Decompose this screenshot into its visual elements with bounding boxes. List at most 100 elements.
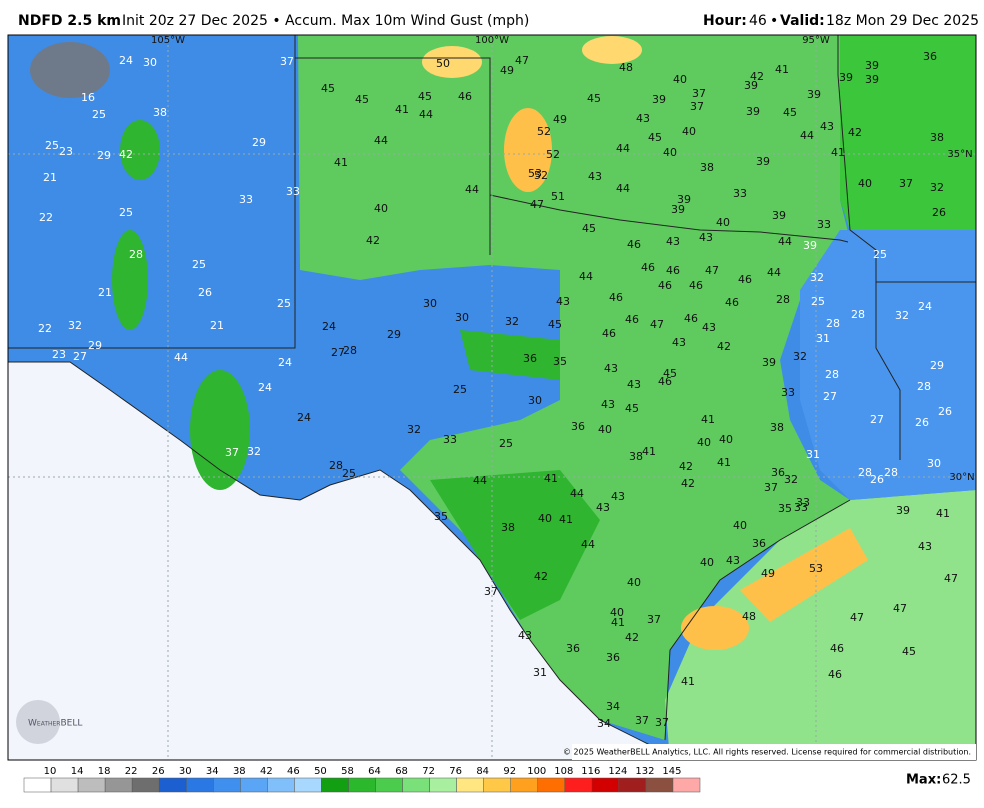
valid-label: Valid:	[780, 13, 825, 29]
station-value: 34	[606, 700, 620, 713]
station-value: 43	[699, 231, 713, 244]
title: NDFD 2.5 km	[18, 13, 121, 29]
colorbar-swatch	[456, 777, 484, 793]
colorbar-tick-label: 68	[395, 766, 408, 777]
station-value: 52	[546, 148, 560, 161]
station-value: 45	[648, 131, 662, 144]
east-blue	[800, 230, 976, 500]
station-value: 45	[418, 90, 432, 103]
station-value: 29	[252, 136, 266, 149]
northeast-green	[840, 35, 976, 230]
colorbar-tick-label: 72	[422, 766, 435, 777]
green-region	[298, 35, 850, 740]
station-value: 48	[742, 610, 756, 623]
separator: •	[770, 13, 778, 29]
map-frame	[7, 34, 977, 761]
station-value: 42	[534, 570, 548, 583]
station-value: 22	[39, 211, 53, 224]
station-value: 39	[896, 504, 910, 517]
station-value: 46	[602, 327, 616, 340]
station-value: 47	[515, 54, 529, 67]
station-value: 47	[650, 318, 664, 331]
station-value: 39	[671, 203, 685, 216]
state-border	[295, 57, 491, 255]
station-value: 47	[893, 602, 907, 615]
station-value: 28	[329, 459, 343, 472]
station-value: 45	[663, 367, 677, 380]
colorbar-tick-label: 116	[581, 766, 600, 777]
station-value: 37	[647, 613, 661, 626]
station-value: 38	[153, 106, 167, 119]
valid-value: 18z Mon 29 Dec 2025	[826, 13, 979, 29]
station-value: 41	[334, 156, 348, 169]
station-value: 32	[407, 423, 421, 436]
station-value: 35	[434, 510, 448, 523]
colorbar-tick-label: 124	[608, 766, 627, 777]
station-value: 21	[210, 319, 224, 332]
station-value: 41	[717, 456, 731, 469]
station-value: 47	[705, 264, 719, 277]
station-value: 45	[625, 402, 639, 415]
station-value: 40	[700, 556, 714, 569]
station-value: 40	[374, 202, 388, 215]
station-value: 28	[851, 308, 865, 321]
station-value: 41	[611, 616, 625, 629]
station-value: 44	[174, 351, 188, 364]
station-value: 43	[702, 321, 716, 334]
station-value: 37	[764, 481, 778, 494]
colorbar-tick-label: 38	[233, 766, 246, 777]
station-value: 41	[775, 63, 789, 76]
station-value: 32	[895, 309, 909, 322]
station-value: 45	[587, 92, 601, 105]
station-value: 29	[88, 339, 102, 352]
station-value: 37	[692, 87, 706, 100]
station-value: 43	[627, 378, 641, 391]
colorbar-swatch	[158, 777, 187, 793]
terrain-green	[120, 120, 160, 180]
station-value: 28	[825, 368, 839, 381]
colorbar-swatch	[185, 777, 214, 793]
station-value: 46	[658, 279, 672, 292]
station-value: 41	[544, 472, 558, 485]
station-value: 16	[81, 91, 95, 104]
terrain-green	[190, 370, 250, 490]
colorbar-tick-label: 76	[449, 766, 462, 777]
colorbar-swatch	[131, 777, 160, 793]
colorbar-swatch	[294, 777, 322, 793]
colorbar-tick-label: 22	[125, 766, 138, 777]
borders	[8, 35, 976, 751]
station-value: 34	[597, 717, 611, 730]
colorbar-tick-label: 18	[98, 766, 111, 777]
station-value: 32	[784, 473, 798, 486]
station-value: 39	[865, 73, 879, 86]
state-border	[489, 194, 849, 243]
colorbar-tick-label: 100	[527, 766, 546, 777]
colorbar-tick-label: 34	[206, 766, 219, 777]
station-value: 45	[548, 318, 562, 331]
station-value: 32	[810, 271, 824, 284]
station-value: 41	[642, 445, 656, 458]
max-label: Max:	[906, 773, 941, 788]
station-value: 24	[119, 54, 133, 67]
station-value: 28	[343, 344, 357, 357]
station-value: 28	[826, 317, 840, 330]
colorbar-swatch	[618, 777, 647, 793]
station-value: 40	[610, 606, 624, 619]
station-value: 38	[700, 161, 714, 174]
station-value: 28	[858, 466, 872, 479]
station-value: 21	[43, 171, 57, 184]
station-value: 28	[884, 466, 898, 479]
graticule-label: 105°W	[151, 35, 185, 46]
colorbar-tick-label: 84	[476, 766, 489, 777]
station-value: 32	[247, 445, 261, 458]
colorbar-tick-label: 92	[503, 766, 516, 777]
station-value: 43	[596, 501, 610, 514]
station-value: 53	[809, 562, 823, 575]
station-value: 23	[52, 348, 66, 361]
station-value: 43	[666, 235, 680, 248]
station-value: 36	[566, 642, 580, 655]
state-border	[8, 35, 296, 349]
station-value: 25	[119, 206, 133, 219]
station-value: 37	[690, 100, 704, 113]
